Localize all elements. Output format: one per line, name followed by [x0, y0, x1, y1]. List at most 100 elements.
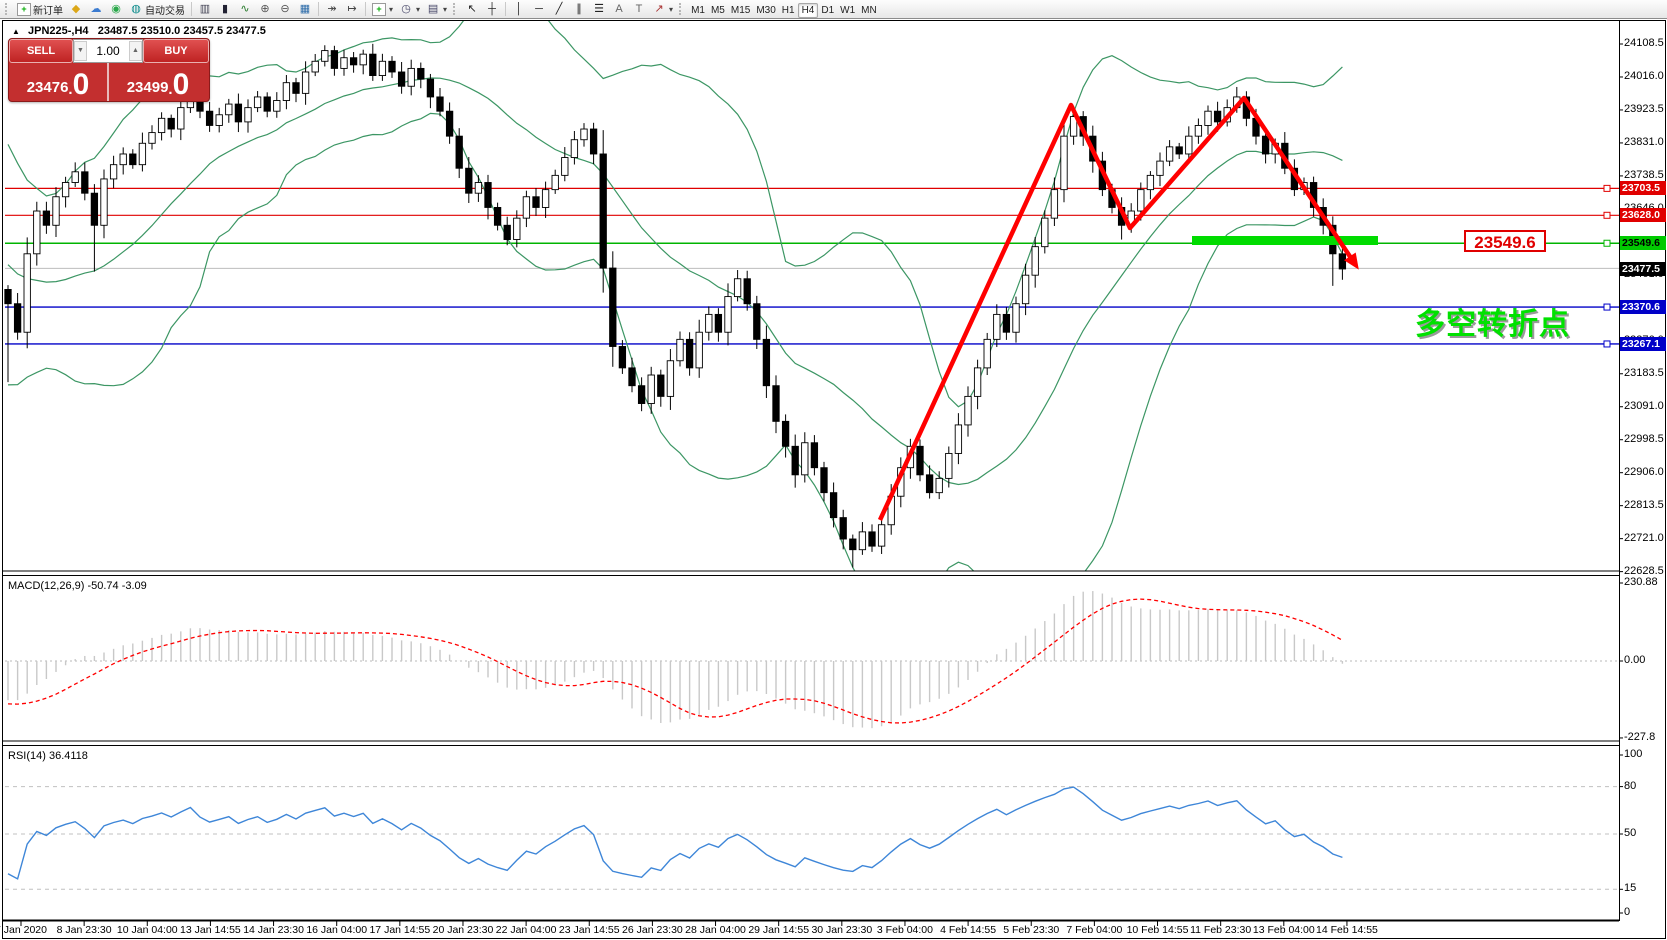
- signals-icon: ◉: [111, 2, 121, 15]
- trendline-tool-button[interactable]: ╱: [549, 1, 569, 18]
- buy-price[interactable]: 23499. 0: [108, 63, 207, 101]
- chart-canvas[interactable]: [0, 20, 1667, 940]
- time-axis-label: 20 Jan 23:30: [432, 924, 494, 936]
- time-axis-label: 7 Jan 2020: [0, 924, 47, 936]
- symbol-period-label: JPN225-,H4: [27, 25, 89, 37]
- text-tool-button[interactable]: A: [609, 1, 629, 18]
- price-axis-badge: 23703.5: [1620, 181, 1666, 196]
- buy-button[interactable]: BUY: [143, 39, 209, 63]
- fibonacci-tool-button[interactable]: ☰: [589, 1, 609, 18]
- time-axis-label: 5 Feb 23:30: [1003, 924, 1060, 936]
- vertical-line-tool-button[interactable]: │: [509, 1, 529, 18]
- new-order-label: 新订单: [33, 5, 63, 17]
- cursor-button[interactable]: ↖: [462, 1, 482, 18]
- metaeditor-icon: ◆: [71, 2, 81, 15]
- toolbar-separator: [318, 2, 319, 16]
- toolbar-grip[interactable]: [453, 3, 459, 15]
- price-axis-label: 23738.5: [1624, 168, 1664, 181]
- toolbar-grip[interactable]: [679, 3, 685, 15]
- price-axis-label: 24016.0: [1624, 69, 1664, 82]
- price-axis-label: 23923.5: [1624, 102, 1664, 115]
- timeframe-M15-button[interactable]: M15: [728, 2, 753, 19]
- vertical-line-icon: │: [515, 2, 523, 15]
- price-axis-label: 22721.0: [1624, 531, 1664, 544]
- time-axis-label: 17 Jan 14:55: [369, 924, 431, 936]
- rsi-axis-label: 100: [1624, 748, 1643, 760]
- time-axis-label: 29 Jan 14:55: [748, 924, 810, 936]
- new-order-button[interactable]: + 新订单: [14, 1, 66, 18]
- metaeditor-button[interactable]: ◆: [66, 1, 86, 18]
- equidistant-channel-icon: ∥: [576, 2, 582, 15]
- label-tool-button[interactable]: T: [629, 1, 649, 18]
- text-label-icon: T: [635, 2, 643, 15]
- timeframe-H1-button[interactable]: H1: [779, 2, 798, 19]
- timeframe-M30-button[interactable]: M30: [753, 2, 778, 19]
- text-icon: A: [615, 2, 623, 15]
- chart-title: ▲ JPN225-,H4 23487.5 23510.0 23457.5 234…: [12, 25, 266, 37]
- time-axis-label: 23 Jan 14:55: [558, 924, 620, 936]
- volume-value[interactable]: 1.00: [96, 44, 120, 58]
- chart-window[interactable]: ▲ JPN225-,H4 23487.5 23510.0 23457.5 234…: [0, 20, 1667, 940]
- price-axis-label: 22628.5: [1624, 564, 1664, 577]
- sell-price[interactable]: 23476. 0: [9, 63, 108, 101]
- line-chart-button[interactable]: ∿: [235, 1, 255, 18]
- macd-axis-label: 0.00: [1624, 654, 1646, 666]
- community-button[interactable]: ☁: [86, 1, 106, 18]
- templates-button[interactable]: ▤ ▾: [423, 1, 450, 18]
- toolbar-separator: [191, 2, 192, 16]
- volume-increase-button[interactable]: ▲: [129, 41, 142, 61]
- chevron-down-icon: ▾: [669, 4, 674, 14]
- zoom-in-button[interactable]: ⊕: [255, 1, 275, 18]
- time-axis-label: 16 Jan 04:00: [306, 924, 368, 936]
- main-toolbar: + 新订单 ◆ ☁ ◉ ◍ 自动交易 ▥ ▮ ∿ ⊕ ⊖ ▦ ↠ ↦ + ▾ ◷ ▾…: [0, 0, 1667, 19]
- indicators-button[interactable]: + ▾: [369, 1, 396, 18]
- timeframe-H4-button[interactable]: H4: [797, 2, 819, 18]
- chevron-down-icon: ▾: [416, 4, 421, 14]
- timeframe-MN-button[interactable]: MN: [858, 2, 880, 19]
- price-axis-label: 23091.0: [1624, 399, 1664, 412]
- toolbar-grip[interactable]: [5, 3, 11, 15]
- sell-button[interactable]: SELL: [9, 39, 73, 63]
- zoom-out-icon: ⊖: [280, 2, 290, 15]
- auto-scroll-button[interactable]: ↠: [322, 1, 342, 18]
- channel-tool-button[interactable]: ∥: [569, 1, 589, 18]
- candlestick-chart-button[interactable]: ▮: [215, 1, 235, 18]
- time-axis-label: 13 Feb 04:00: [1252, 924, 1315, 936]
- volume-decrease-button[interactable]: ▼: [74, 41, 87, 61]
- fibonacci-icon: ☰: [594, 2, 604, 15]
- collapse-quote-panel-icon[interactable]: ▲: [12, 27, 20, 36]
- price-axis-label: 23183.5: [1624, 366, 1664, 379]
- turning-point-annotation[interactable]: 多空转折点: [1415, 308, 1570, 341]
- price-axis-badge: 23370.6: [1620, 300, 1666, 315]
- rsi-axis-label: 50: [1624, 827, 1637, 839]
- timeframe-M1-button[interactable]: M1: [688, 2, 708, 19]
- time-axis-label: 7 Feb 04:00: [1066, 924, 1123, 936]
- chevron-down-icon: ▾: [389, 4, 394, 14]
- zoom-out-button[interactable]: ⊖: [275, 1, 295, 18]
- timeframe-M5-button[interactable]: M5: [708, 2, 728, 19]
- autotrading-label: 自动交易: [145, 5, 185, 17]
- macd-indicator-label: MACD(12,26,9) -50.74 -3.09: [8, 580, 147, 592]
- crosshair-button[interactable]: ┼: [482, 1, 502, 18]
- buy-price-main: 23499: [126, 79, 169, 96]
- signals-button[interactable]: ◉: [106, 1, 126, 18]
- arrows-tool-button[interactable]: ↗ ▾: [649, 1, 676, 18]
- periods-button[interactable]: ◷ ▾: [396, 1, 423, 18]
- buy-price-dot: .: [168, 81, 173, 98]
- tile-windows-button[interactable]: ▦: [295, 1, 315, 18]
- tile-windows-icon: ▦: [299, 2, 311, 15]
- price-axis-label: 22906.0: [1624, 465, 1664, 478]
- chart-shift-button[interactable]: ↦: [342, 1, 362, 18]
- bar-chart-button[interactable]: ▥: [195, 1, 215, 18]
- cursor-icon: ↖: [467, 2, 477, 15]
- macd-axis-label: -227.8: [1624, 730, 1656, 743]
- price-axis-badge: 23549.6: [1620, 236, 1666, 251]
- horizontal-line-tool-button[interactable]: ─: [529, 1, 549, 18]
- autotrading-button[interactable]: ◍ 自动交易: [126, 1, 188, 18]
- timeframe-D1-button[interactable]: D1: [818, 2, 837, 19]
- time-axis-label: 22 Jan 04:00: [495, 924, 557, 936]
- timeframe-W1-button[interactable]: W1: [837, 2, 858, 19]
- time-axis-label: 10 Feb 14:55: [1126, 924, 1189, 936]
- one-click-trading-panel: SELL ▼ 1.00 ▲ BUY 23476. 0 23499. 0: [8, 38, 210, 102]
- support-price-callout[interactable]: 23549.6: [1464, 230, 1546, 252]
